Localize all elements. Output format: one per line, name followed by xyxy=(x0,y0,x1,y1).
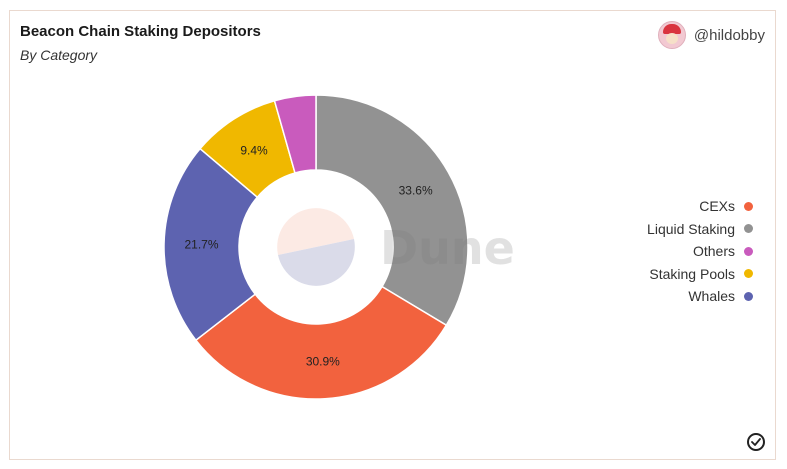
legend-label: Whales xyxy=(688,288,735,305)
dune-watermark: Dune xyxy=(277,208,515,286)
avatar[interactable] xyxy=(657,21,686,49)
slice-label: 33.6% xyxy=(399,184,433,198)
slice-whales[interactable] xyxy=(163,147,259,342)
legend-swatch xyxy=(744,224,753,234)
author-badge[interactable]: @hildobby xyxy=(657,21,765,49)
slice-liquid-staking[interactable] xyxy=(315,94,469,327)
legend-swatch xyxy=(744,246,753,256)
legend-item[interactable]: Staking Pools xyxy=(649,263,753,286)
chart-subtitle: By Category xyxy=(20,47,98,63)
legend-swatch xyxy=(744,291,753,301)
legend-label: Staking Pools xyxy=(649,265,735,282)
legend-item[interactable]: CEXs xyxy=(699,195,753,218)
slice-others[interactable] xyxy=(273,94,317,174)
legend-swatch xyxy=(744,269,753,279)
svg-text:Dune: Dune xyxy=(380,221,515,275)
author-name[interactable]: @hildobby xyxy=(693,26,765,44)
donut-chart: 33.6% 30.9% 21.7% 9.4% Dune xyxy=(163,94,515,400)
legend-item[interactable]: Others xyxy=(693,240,753,263)
slice-label: 9.4% xyxy=(240,144,268,158)
slice-cexs[interactable] xyxy=(194,285,448,400)
chart-card: Beacon Chain Staking Depositors By Categ… xyxy=(9,10,776,460)
slice-label: 21.7% xyxy=(185,237,219,251)
legend-item[interactable]: Liquid Staking xyxy=(647,218,753,241)
check-circle-icon[interactable] xyxy=(747,433,765,451)
slice-label: 30.9% xyxy=(306,354,340,368)
legend-swatch xyxy=(744,201,753,211)
chart-title: Beacon Chain Staking Depositors xyxy=(20,23,261,40)
legend-item[interactable]: Whales xyxy=(688,285,753,308)
legend-label: CEXs xyxy=(699,198,735,215)
chart-legend: CEXs Liquid Staking Others Staking Pools Wha… xyxy=(647,195,753,308)
legend-label: Others xyxy=(692,243,735,260)
legend-label: Liquid Staking xyxy=(647,220,735,237)
